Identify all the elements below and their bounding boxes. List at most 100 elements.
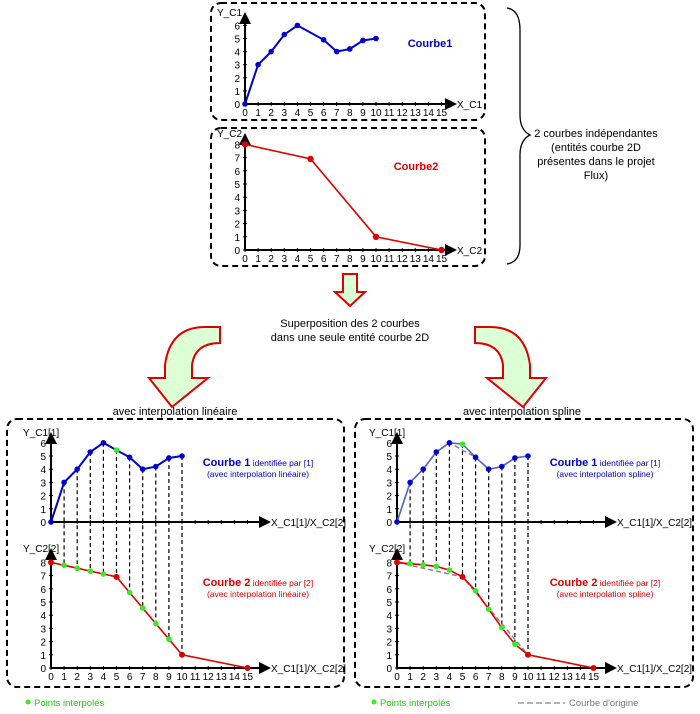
curve-2-point bbox=[113, 573, 120, 580]
panel1-c1-sub: (avec interpolation spline) bbox=[557, 469, 654, 479]
y-tick-label: 1 bbox=[234, 233, 240, 244]
x-tick-label: 6 bbox=[321, 108, 327, 119]
y-tick-label: 8 bbox=[234, 140, 240, 151]
x-tick-label: 4 bbox=[295, 108, 301, 119]
x-tick-label: 14 bbox=[423, 254, 435, 265]
curve-1-point bbox=[100, 440, 107, 446]
interpolated-point bbox=[139, 605, 146, 611]
x-tick-label: 12 bbox=[203, 672, 215, 683]
x-tick-label: 8 bbox=[499, 672, 505, 683]
legend-points-linear: Points interpolés bbox=[34, 698, 104, 709]
curve-1-point bbox=[360, 37, 366, 44]
x-tick-label: 7 bbox=[140, 672, 146, 683]
y-tick-label: 6 bbox=[386, 585, 392, 596]
x-tick-label: 8 bbox=[347, 108, 353, 119]
x-tick-label: 13 bbox=[216, 672, 228, 683]
y-tick-label: 4 bbox=[40, 611, 46, 622]
curve-1-point bbox=[61, 479, 67, 486]
c1-label-bold: Courbe 1 bbox=[203, 457, 251, 469]
y-tick-label: 2 bbox=[40, 638, 46, 649]
y-tick-label: 6 bbox=[40, 585, 46, 596]
interpolated-point bbox=[472, 587, 479, 594]
x-tick-label: 4 bbox=[447, 672, 453, 683]
x-tick-label: 4 bbox=[295, 254, 301, 265]
x-tick-label: 13 bbox=[562, 672, 574, 683]
y-tick-label: 6 bbox=[234, 167, 240, 178]
interpolated-point bbox=[512, 641, 518, 648]
y-tick-label: 0 bbox=[386, 664, 392, 675]
brace-line: Flux) bbox=[584, 170, 608, 182]
y-axis-label: Y_C2 bbox=[217, 129, 242, 140]
x-axis-label: X_C1 bbox=[457, 100, 482, 111]
curve-1-line bbox=[244, 24, 377, 105]
x-tick-label: 5 bbox=[308, 108, 314, 119]
c2-label-rest: identifiée par [2] bbox=[250, 578, 313, 588]
y-axis-label: Y_C2[2] bbox=[23, 544, 59, 555]
y-axis-label: Y_C2[2] bbox=[369, 544, 405, 555]
legend-point-icon bbox=[25, 699, 31, 705]
curve-1-point bbox=[446, 440, 453, 446]
curve-2-line bbox=[244, 143, 442, 251]
interpolated-point bbox=[100, 571, 107, 577]
x-tick-label: 15 bbox=[242, 672, 254, 683]
y-tick-label: 4 bbox=[234, 48, 240, 59]
panel1-c2-sub: (avec interpolation spline) bbox=[557, 589, 654, 599]
panel1-c1-label: Courbe 1 identifiée par [1] bbox=[550, 457, 661, 469]
curve-1-point bbox=[126, 454, 133, 461]
x-tick-label: 11 bbox=[536, 672, 547, 683]
x-tick-label: 15 bbox=[588, 672, 600, 683]
y-tick-label: 2 bbox=[40, 492, 46, 503]
panel0-c1-sub: (avec interpolation linéaire) bbox=[207, 469, 309, 479]
interpolated-point bbox=[153, 620, 159, 627]
curve-1-point bbox=[499, 463, 505, 470]
curve-1-point bbox=[512, 455, 518, 461]
curve-1-point bbox=[255, 61, 261, 68]
x-tick-label: 10 bbox=[522, 672, 534, 683]
curve-1-point bbox=[281, 31, 288, 38]
x-tick-label: 0 bbox=[394, 672, 400, 683]
y-tick-label: 0 bbox=[40, 664, 46, 675]
interpolated-point bbox=[126, 589, 133, 596]
curve-1-point bbox=[74, 466, 80, 473]
x-tick-label: 12 bbox=[397, 108, 409, 119]
curve-2-point bbox=[525, 651, 531, 658]
curve-1-point bbox=[373, 35, 379, 42]
y-tick-label: 6 bbox=[40, 439, 46, 450]
curve-1-line bbox=[50, 441, 183, 523]
panel0-c2-label: Courbe 2 identifiée par [2] bbox=[203, 577, 314, 589]
interpolated-point bbox=[485, 606, 492, 613]
y-tick-label: 0 bbox=[234, 100, 240, 111]
y-tick-label: 3 bbox=[234, 206, 240, 217]
x-tick-label: 13 bbox=[410, 108, 422, 119]
curve-1-point bbox=[166, 455, 172, 461]
x-tick-label: 2 bbox=[268, 108, 274, 119]
x-tick-label: 14 bbox=[423, 108, 435, 119]
brace-text: 2 courbes indépendantes (entités courbe … bbox=[534, 128, 658, 182]
y-tick-label: 8 bbox=[40, 558, 46, 569]
y-tick-label: 4 bbox=[386, 465, 392, 476]
x-tick-label: 10 bbox=[370, 254, 382, 265]
x-tick-label: 4 bbox=[101, 672, 107, 683]
x-tick-label: 8 bbox=[153, 672, 159, 683]
x-tick-label: 7 bbox=[334, 254, 340, 265]
middle-line: dans une seule entité courbe 2D bbox=[271, 332, 429, 344]
x-tick-label: 10 bbox=[370, 108, 382, 119]
c1-label-rest: identifiée par [1] bbox=[597, 458, 660, 468]
panel-title-spline: avec interpolation spline bbox=[463, 406, 581, 418]
interpolated-point bbox=[87, 568, 94, 574]
x-tick-label: 5 bbox=[308, 254, 314, 265]
curve-1-point bbox=[394, 519, 400, 525]
y-tick-label: 3 bbox=[386, 478, 392, 489]
curved-arrow-right-icon bbox=[474, 326, 549, 409]
y-tick-label: 8 bbox=[386, 558, 392, 569]
panel0-c1-label: Courbe 1 identifiée par [1] bbox=[203, 457, 314, 469]
x-tick-label: 9 bbox=[512, 672, 518, 683]
x-tick-label: 9 bbox=[166, 672, 172, 683]
y-tick-label: 1 bbox=[386, 505, 392, 516]
x-tick-label: 0 bbox=[242, 254, 248, 265]
curve-1-point bbox=[242, 101, 248, 107]
x-tick-label: 12 bbox=[397, 254, 409, 265]
x-tick-label: 2 bbox=[420, 672, 426, 683]
curve-2-point bbox=[394, 559, 400, 566]
